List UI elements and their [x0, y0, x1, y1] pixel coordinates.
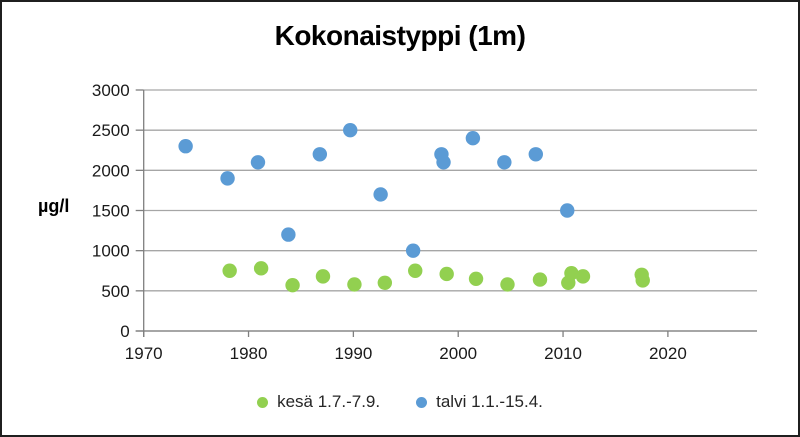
data-point-talvi — [281, 227, 296, 242]
data-point-talvi — [312, 147, 328, 162]
y-tick-label: 1500 — [92, 202, 130, 221]
data-point-talvi — [178, 139, 193, 154]
data-point-kesa — [408, 263, 423, 278]
x-tick-label: 2010 — [544, 344, 582, 363]
data-point-kesa — [532, 272, 548, 287]
data-point-kesa — [635, 273, 650, 288]
data-point-kesa — [575, 269, 591, 284]
data-point-talvi — [528, 147, 543, 162]
x-tick-label: 2020 — [649, 344, 687, 363]
legend-item-talvi: talvi 1.1.-15.4. — [416, 392, 543, 412]
x-tick-label: 1990 — [334, 344, 372, 363]
data-point-talvi — [250, 155, 266, 170]
data-point-talvi — [436, 155, 451, 170]
legend: kesä 1.7.-7.9. talvi 1.1.-15.4. — [2, 392, 798, 412]
data-point-talvi — [373, 187, 388, 202]
y-tick-label: 2000 — [92, 161, 130, 180]
data-point-kesa — [285, 278, 300, 293]
y-tick-label: 2500 — [92, 121, 130, 140]
y-tick-label: 3000 — [92, 81, 130, 100]
data-point-kesa — [468, 271, 484, 286]
legend-item-kesa: kesä 1.7.-7.9. — [257, 392, 380, 412]
chart-title: Kokonaistyppi (1m) — [274, 20, 526, 51]
data-point-talvi — [220, 171, 235, 186]
x-tick-label: 2000 — [439, 344, 477, 363]
data-point-talvi — [497, 155, 512, 170]
data-point-kesa — [253, 261, 269, 276]
data-point-talvi — [560, 203, 575, 218]
data-point-kesa — [500, 277, 515, 292]
data-point-kesa — [564, 265, 579, 281]
y-tick-label: 1000 — [92, 242, 130, 261]
y-axis-title: µg/l — [38, 196, 70, 216]
y-tick-label: 500 — [101, 282, 129, 301]
data-point-talvi — [343, 122, 358, 138]
data-point-talvi — [465, 131, 481, 146]
data-point-kesa — [222, 263, 237, 278]
kesa-series-dot-icon — [257, 396, 269, 408]
data-point-kesa — [347, 277, 362, 292]
legend-label-talvi: talvi 1.1.-15.4. — [436, 392, 543, 411]
data-point-kesa — [315, 269, 331, 284]
legend-label-kesa: kesä 1.7.-7.9. — [277, 392, 381, 411]
x-tick-label: 1980 — [230, 344, 268, 363]
x-tick-label: 1970 — [125, 344, 163, 363]
data-point-kesa — [439, 266, 454, 282]
y-tick-label: 0 — [120, 322, 129, 341]
data-point-talvi — [405, 243, 421, 258]
talvi-series-dot-icon — [416, 396, 428, 408]
data-point-kesa — [377, 275, 393, 290]
